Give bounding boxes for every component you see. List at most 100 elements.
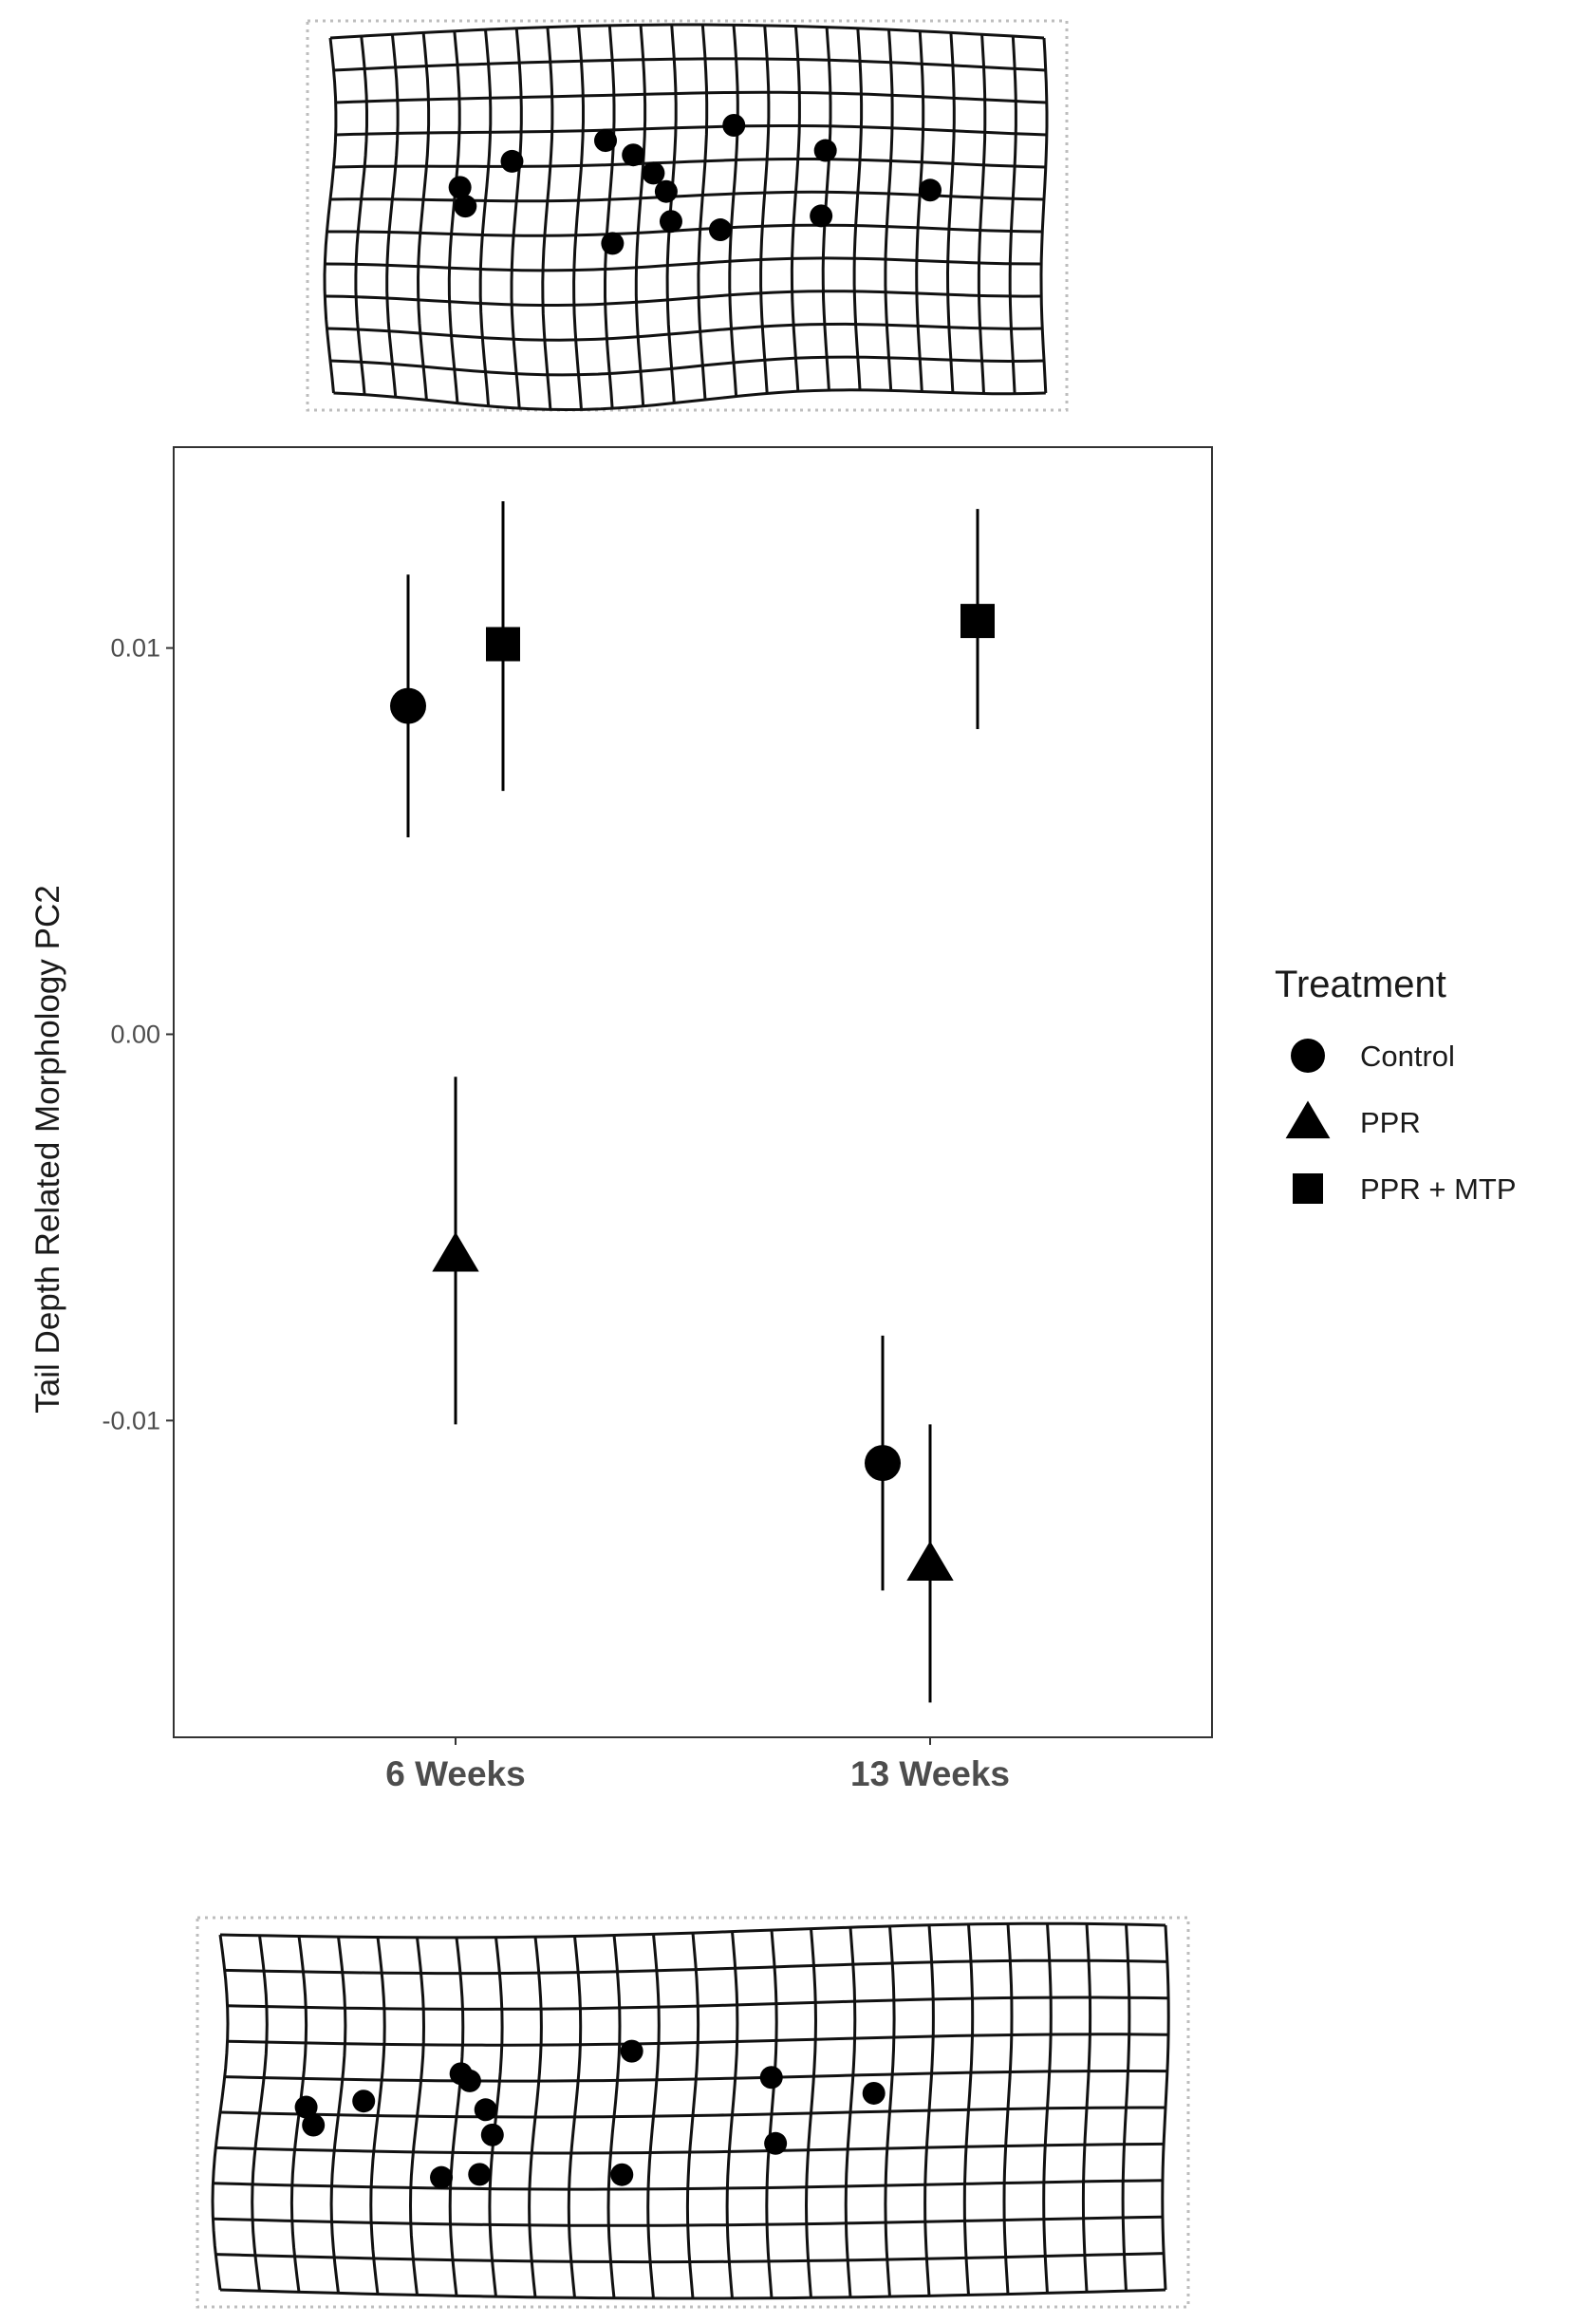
grid-line <box>1081 1923 1092 2293</box>
landmark-point <box>642 161 665 185</box>
landmark-point <box>601 232 625 255</box>
grid-line <box>728 25 739 397</box>
data-point <box>486 627 520 662</box>
grid-line <box>685 1932 700 2299</box>
grid-line <box>606 1935 622 2298</box>
data-point <box>865 1445 901 1482</box>
landmark-point <box>654 179 678 203</box>
grid-line <box>977 34 987 394</box>
grid-line <box>478 29 493 406</box>
landmark-point <box>352 2090 376 2113</box>
grid-line <box>923 1924 935 2296</box>
grid-line <box>962 1923 975 2296</box>
grid-line <box>385 34 400 398</box>
grid-line <box>844 1927 857 2297</box>
grid-line <box>333 158 1046 169</box>
grid-line <box>326 322 1043 342</box>
landmark-point <box>474 2098 497 2122</box>
legend: Treatment Control PPR PPR + MTP <box>1275 964 1517 1206</box>
landmark-point <box>302 2113 326 2137</box>
data-point <box>960 604 995 639</box>
y-tick-label: 0.00 <box>110 1020 160 1048</box>
landmark-point <box>810 204 833 228</box>
grid-line <box>1121 1923 1131 2292</box>
landmark-point <box>659 210 682 234</box>
landmark-point <box>862 2081 886 2105</box>
data-point <box>432 1231 479 1272</box>
grid-line <box>1008 36 1017 394</box>
grid-line <box>333 388 1046 412</box>
grid-line <box>211 1934 230 2291</box>
grid-line <box>804 1928 818 2298</box>
grid-line <box>604 25 616 409</box>
grid-line <box>488 1937 504 2297</box>
plot-frame <box>173 446 1213 1738</box>
landmark-point <box>620 2039 643 2063</box>
grid-line <box>567 1936 583 2298</box>
grid-line <box>335 90 1047 104</box>
landmark-point <box>919 178 942 202</box>
landmark-point <box>457 2069 481 2092</box>
deformation-grid-top <box>306 19 1069 412</box>
grid-line <box>884 29 894 391</box>
grid-line <box>1042 1923 1053 2294</box>
landmark-point <box>759 2066 783 2090</box>
grid-line <box>408 1937 426 2296</box>
grid-line <box>697 24 709 401</box>
grid-line <box>329 1936 347 2294</box>
y-tick-label: -0.01 <box>102 1406 160 1434</box>
landmark-point <box>622 143 645 167</box>
grid-line <box>725 1931 739 2299</box>
grid-line <box>646 1934 661 2299</box>
grid-line <box>1002 1923 1014 2295</box>
grid-line <box>945 32 956 393</box>
grid-line <box>325 290 1042 307</box>
x-tick-label: 6 Weeks <box>385 1754 525 1793</box>
grid-line <box>448 1937 465 2296</box>
grid-line <box>416 32 431 401</box>
grid-line <box>790 26 801 392</box>
y-axis-label: Tail Depth Related Morphology PC2 <box>29 885 66 1413</box>
grid-dotted-frame <box>196 1916 1190 2309</box>
landmark-point <box>468 2163 492 2186</box>
grid-line <box>634 25 647 406</box>
landmark-point <box>610 2163 634 2186</box>
legend-key <box>1285 1100 1331 1139</box>
legend-key <box>1291 1039 1325 1073</box>
grid-line <box>528 1937 543 2297</box>
grid-line <box>765 1929 778 2298</box>
grid-line <box>326 223 1043 237</box>
landmark-point <box>430 2165 454 2189</box>
grid-line <box>541 27 554 410</box>
plot-panel: -0.01 0.00 0.01 6 Weeks 13 Weeks Tail Depth R… <box>29 446 1213 1793</box>
data-point <box>390 687 426 724</box>
grid-line <box>369 1937 386 2295</box>
grid-line <box>251 1935 269 2292</box>
landmark-point <box>764 2131 788 2155</box>
landmark-point <box>594 129 618 153</box>
deformation-grid-bottom <box>196 1916 1190 2309</box>
legend-label: PPR + MTP <box>1360 1172 1517 1206</box>
grid-line <box>884 1925 896 2297</box>
landmark-point <box>448 176 472 199</box>
grid-line <box>354 35 368 395</box>
legend-label: PPR <box>1360 1106 1421 1139</box>
grid-line <box>447 30 461 403</box>
grid-dotted-frame <box>306 19 1069 412</box>
grid-line <box>329 355 1045 377</box>
landmark-point <box>454 195 477 218</box>
landmark-point <box>708 218 732 242</box>
grid-line <box>1039 37 1049 394</box>
grid-line <box>572 26 585 410</box>
landmark-point <box>480 2123 504 2146</box>
grid-line <box>759 25 771 394</box>
landmark-point <box>813 139 837 162</box>
legend-key <box>1293 1173 1323 1204</box>
grid-line <box>323 37 338 394</box>
landmark-point <box>500 149 524 173</box>
grid-line <box>335 124 1047 137</box>
legend-title: Treatment <box>1275 964 1446 1005</box>
grid-line <box>1161 1924 1170 2291</box>
landmark-point <box>294 2095 318 2119</box>
